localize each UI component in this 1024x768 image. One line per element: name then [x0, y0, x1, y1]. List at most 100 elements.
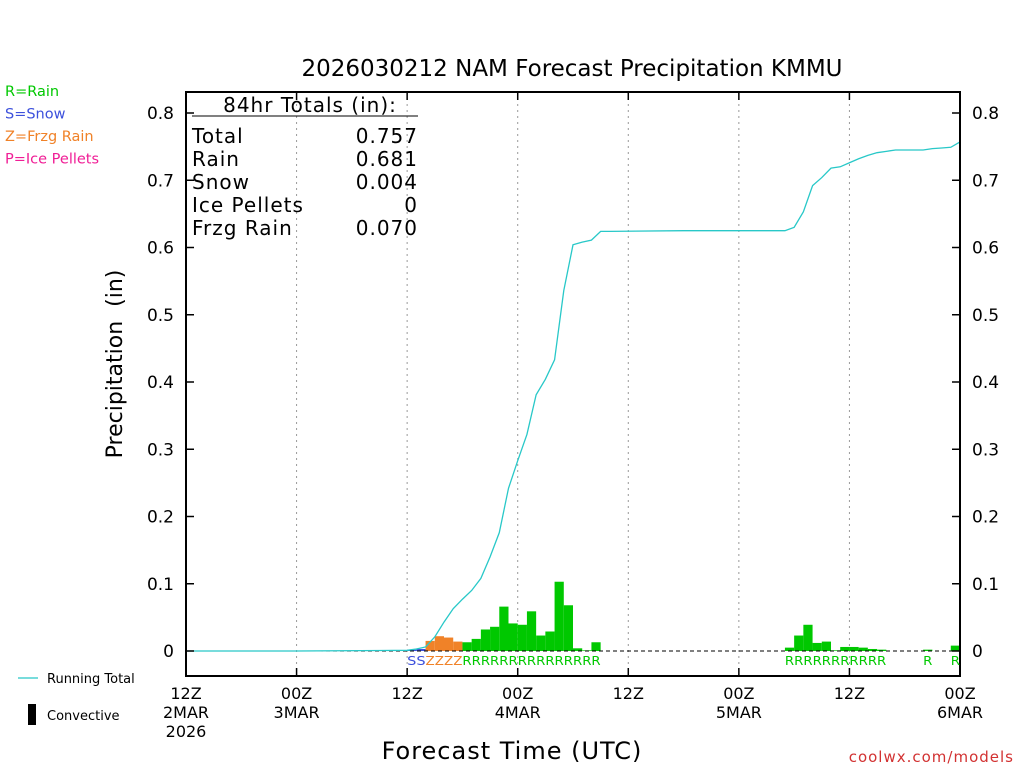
totals-box: 84hr Totals (in): Total 0.757 Rain 0.681 Snow…: [191, 93, 418, 240]
ytick-label-left-0: 0: [163, 642, 174, 662]
bar-24: [812, 642, 822, 651]
ytick-label-left-3: 0.3: [147, 440, 174, 460]
running-total-line: [186, 141, 961, 652]
ytick-label-right-0: 0: [972, 642, 983, 662]
type-legend-3: P=Ice Pellets: [5, 152, 99, 168]
totals-label-0: Total: [191, 124, 244, 148]
plot-frame: [185, 91, 961, 677]
bar-27: [840, 646, 850, 651]
totals-value-4: 0.070: [356, 216, 418, 240]
bar-20: [591, 642, 601, 651]
totals-header: 84hr Totals (in):: [223, 93, 397, 117]
totals-label-1: Rain: [192, 147, 240, 171]
bar-11: [508, 623, 518, 651]
bar-23: [803, 624, 813, 651]
totals-label-3: Ice Pellets: [192, 193, 304, 217]
xtick-label-0-1: 2MAR: [163, 703, 209, 722]
bar-series: [186, 581, 960, 652]
xtick-label-4-0: 12Z: [613, 684, 644, 703]
bar-32: [923, 649, 933, 651]
totals-value-2: 0.004: [356, 170, 418, 194]
ytick-label-left-7: 0.7: [147, 171, 174, 191]
bar-5: [453, 641, 463, 651]
bar-18: [573, 648, 583, 651]
bar-14: [536, 635, 546, 651]
bar-4: [444, 637, 454, 651]
grid-lines: [296, 92, 850, 676]
bar-29: [858, 647, 868, 651]
ptype-marker-1: ZZZZ: [426, 654, 463, 668]
bar-30: [867, 648, 878, 651]
xtick-label-5-1: 5MAR: [716, 703, 762, 722]
credit-text: coolwx.com/models: [849, 748, 1014, 766]
xtick-label-0-0: 12Z: [170, 684, 201, 703]
ytick-label-left-2: 0.2: [147, 508, 174, 528]
ytick-label-right-8: 0.8: [972, 104, 999, 124]
xtick-label-6-0: 12Z: [834, 684, 865, 703]
ytick-label-right-4: 0.4: [972, 373, 999, 393]
ptype-marker-3: RRRRRRRRRRR: [785, 654, 886, 668]
bar-25: [821, 641, 831, 651]
bar-28: [849, 646, 859, 651]
ytick-label-right-5: 0.5: [972, 306, 999, 326]
ptype-marker-0: SS: [407, 654, 425, 668]
series-legend-label-1: Convective: [47, 709, 120, 724]
ytick-label-right-7: 0.7: [972, 171, 999, 191]
bar-13: [526, 611, 537, 651]
totals-label-2: Snow: [192, 170, 250, 194]
ytick-label-right-1: 0.1: [972, 575, 999, 595]
xtick-label-0-2: 2026: [166, 722, 207, 741]
type-legend-1: S=Snow: [5, 107, 66, 123]
ytick-label-right-3: 0.3: [972, 440, 999, 460]
bar-33: [950, 645, 960, 651]
bar-22: [794, 635, 804, 651]
totals-value-1: 0.681: [356, 147, 418, 171]
bar-31: [877, 649, 887, 651]
bar-7: [471, 638, 481, 651]
totals-label-4: Frzg Rain: [192, 216, 293, 240]
ytick-label-left-6: 0.6: [147, 239, 174, 259]
y-axis-label: Precipitation (in): [103, 270, 128, 459]
ytick-label-left-4: 0.4: [147, 373, 174, 393]
bar-26: [831, 650, 841, 651]
ytick-label-right-2: 0.2: [972, 508, 999, 528]
bar-8: [480, 629, 491, 651]
bar-0: [407, 649, 417, 651]
plot-border: [185, 91, 961, 677]
running-total-series: [186, 141, 961, 652]
type-legend-0: R=Rain: [5, 84, 59, 100]
bar-2: [425, 640, 435, 651]
xtick-label-7-0: 00Z: [944, 684, 975, 703]
chart-title: 2026030212 NAM Forecast Precipitation KM…: [301, 56, 842, 82]
ptype-marker-4: R: [923, 654, 932, 668]
ptype-marker-2: RRRRRRRRRRRRRRR: [462, 654, 600, 668]
bar-3: [434, 636, 444, 651]
ytick-label-left-1: 0.1: [147, 575, 174, 595]
xtick-label-1-0: 00Z: [281, 684, 312, 703]
series-legend-swatch-1: [28, 704, 36, 725]
ytick-label-right-6: 0.6: [972, 239, 999, 259]
ptype-markers: SS ZZZZ RRRRRRRRRRRRRRR RRRRRRRRRRR R R: [407, 654, 960, 668]
xtick-label-3-0: 00Z: [502, 684, 533, 703]
bar-1: [416, 648, 426, 651]
series-legend-label-0: Running Total: [47, 672, 135, 687]
bar-6: [462, 642, 472, 651]
type-legend-2: Z=Frzg Rain: [5, 129, 94, 145]
bar-12: [517, 624, 527, 651]
x-axis-label: Forecast Time (UTC): [382, 737, 643, 765]
y-axis: 0 0 0.1 0.1 0.2 0.2 0.3 0.3 0.4 0.4 0.5 0.5 0.6 0.6 0.…: [147, 104, 999, 662]
xtick-label-2-0: 12Z: [391, 684, 422, 703]
xtick-label-5-0: 00Z: [723, 684, 754, 703]
ytick-label-left-8: 0.8: [147, 104, 174, 124]
legend: R=Rain S=Snow Z=Frzg Rain P=Ice Pellets Runn…: [5, 84, 135, 725]
totals-value-0: 0.757: [356, 124, 418, 148]
bar-10: [499, 606, 509, 651]
ptype-marker-5: R: [951, 654, 960, 668]
bar-9: [490, 626, 500, 651]
xtick-label-7-1: 6MAR: [937, 703, 983, 722]
ytick-label-left-5: 0.5: [147, 306, 174, 326]
xtick-label-1-1: 3MAR: [274, 703, 320, 722]
bar-15: [545, 631, 555, 651]
